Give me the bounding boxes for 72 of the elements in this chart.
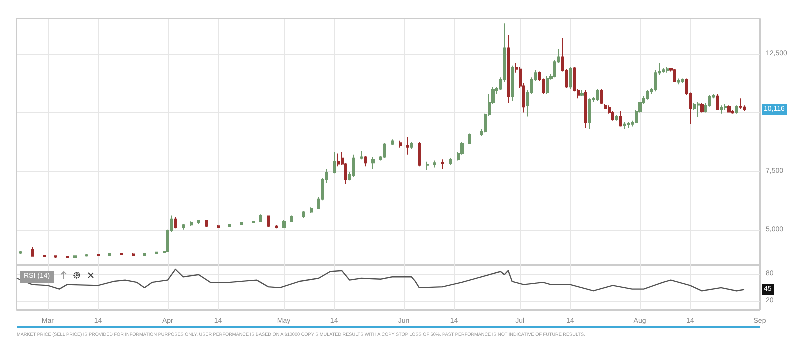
candlestick (364, 156, 367, 168)
candlestick (252, 220, 255, 224)
candlestick (426, 161, 429, 171)
candlestick (662, 68, 665, 74)
candlestick (54, 255, 57, 258)
candlestick (627, 122, 630, 128)
candlestick (569, 66, 572, 90)
candlestick (360, 150, 363, 160)
candlestick (596, 88, 599, 102)
candlestick (174, 216, 177, 230)
candlestick (580, 90, 584, 97)
candlestick (677, 78, 680, 86)
candlestick (623, 122, 626, 130)
candlestick (673, 68, 676, 83)
candlestick (604, 104, 607, 110)
candlestick (720, 105, 723, 114)
candlestick (290, 215, 293, 223)
candlestick (85, 254, 88, 258)
candlestick (666, 66, 669, 74)
candlestick (399, 140, 402, 148)
candlestick (406, 136, 409, 156)
candlestick (197, 220, 200, 224)
candlestick (418, 142, 421, 168)
candlestick (697, 102, 700, 118)
candlestick (619, 111, 622, 128)
candlestick (73, 255, 77, 259)
candlestick (205, 220, 208, 228)
candlestick (731, 110, 734, 114)
candlestick (352, 154, 355, 178)
candlestick (700, 102, 704, 114)
candlestick (735, 105, 738, 114)
candlestick (155, 251, 158, 254)
candlestick (217, 224, 220, 228)
candlestick (600, 88, 603, 106)
candlestick (433, 160, 436, 168)
candlestick (190, 221, 193, 227)
candlestick (727, 105, 731, 114)
candlestick (646, 90, 649, 100)
candlestick (182, 224, 185, 230)
candlestick (275, 224, 278, 230)
candlestick (739, 98, 742, 110)
candlestick (507, 34, 510, 104)
candlestick (615, 114, 618, 122)
candlestick (441, 159, 444, 170)
candlestick (267, 215, 270, 228)
candlestick (391, 139, 394, 146)
candlestick (66, 256, 69, 259)
candlestick (716, 93, 719, 111)
candlestick (588, 98, 591, 130)
candlestick (143, 252, 146, 256)
candlestick (282, 220, 286, 228)
candlestick (584, 90, 587, 128)
candlestick (371, 156, 375, 170)
candlestick (681, 78, 684, 84)
candlestick (228, 224, 231, 228)
candlestick (383, 142, 386, 159)
candlestick (546, 76, 549, 94)
candlestick (302, 210, 305, 219)
candlestick (120, 252, 123, 256)
candlestick (337, 153, 340, 168)
candlestick (259, 214, 262, 223)
candlestick (108, 253, 111, 257)
candlestick (310, 207, 313, 214)
candlestick (468, 133, 471, 145)
candlestick (132, 253, 135, 257)
candlestick (333, 152, 336, 174)
candlestick (410, 142, 413, 150)
candlestick (724, 104, 727, 111)
candlestick (511, 65, 514, 102)
candlestick (240, 222, 243, 226)
candlestick (97, 254, 100, 257)
candlestick (449, 158, 452, 166)
